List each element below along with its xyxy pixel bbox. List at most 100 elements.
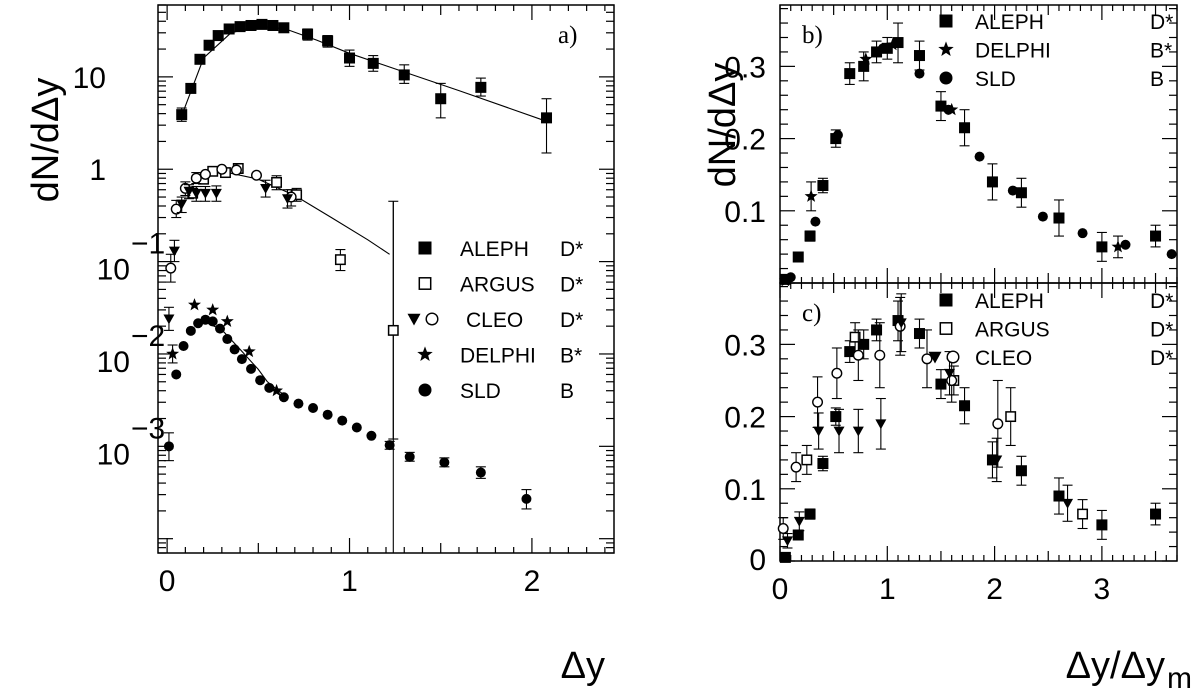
legend-marker xyxy=(946,350,960,364)
data-point xyxy=(398,69,410,81)
y-tick-label: 0.2 xyxy=(724,402,766,435)
x-tick-label: 0 xyxy=(772,573,789,606)
data-point xyxy=(185,82,197,94)
data-point xyxy=(1053,490,1065,502)
legend-label: DELPHI xyxy=(975,40,1051,63)
data-point xyxy=(256,18,268,30)
data-point xyxy=(785,272,796,283)
series-circle-filled xyxy=(785,43,1177,283)
y-tick-label: 0.3 xyxy=(724,329,766,362)
data-point xyxy=(282,194,294,205)
data-point xyxy=(778,274,792,287)
data-point xyxy=(935,378,947,390)
x-axis-title-subscript: m xyxy=(1167,662,1191,694)
series-square-filled xyxy=(779,300,1162,563)
y-axis-title: dN/dΔy xyxy=(25,78,67,203)
legend-particle: D* xyxy=(1150,11,1173,34)
data-point xyxy=(206,303,220,316)
axis-ticks xyxy=(779,5,1178,284)
series-square-filled xyxy=(176,18,553,154)
x-tick-label: 0 xyxy=(159,565,176,598)
data-point xyxy=(302,28,314,40)
x-tick-label: 2 xyxy=(524,565,541,598)
data-point xyxy=(168,246,180,257)
legend: ALEPH D* ARGUS D* CLEO D* xyxy=(928,290,1173,370)
data-point xyxy=(793,516,805,527)
data-point xyxy=(216,163,228,175)
legend-marker xyxy=(407,313,421,326)
x-tick-label: 1 xyxy=(879,573,896,606)
legend-marker xyxy=(938,41,954,56)
data-point xyxy=(344,52,356,64)
data-point xyxy=(322,35,334,47)
data-point xyxy=(475,81,487,93)
data-point xyxy=(833,426,845,437)
data-point xyxy=(264,382,275,393)
series-circle-filled xyxy=(163,314,532,510)
data-point xyxy=(844,68,856,80)
data-point xyxy=(163,441,174,452)
data-point xyxy=(176,199,188,210)
data-point xyxy=(245,19,257,31)
data-point xyxy=(404,451,415,462)
data-point xyxy=(278,22,290,34)
y-tick-label: 10 xyxy=(97,346,130,379)
data-point xyxy=(974,151,985,162)
data-point xyxy=(190,172,202,184)
y-axis-title: dN/dΔy xyxy=(702,63,744,188)
legend-label: SLD xyxy=(975,68,1016,91)
data-point xyxy=(1111,240,1125,253)
data-point xyxy=(267,19,279,31)
data-point xyxy=(852,426,864,437)
legend: ALEPH D* ARGUS D* CLEO D* DELPHI B* SLD B xyxy=(407,238,583,403)
data-point xyxy=(810,216,821,227)
data-point xyxy=(831,367,843,379)
data-point xyxy=(859,52,873,65)
data-point xyxy=(222,334,233,345)
x-axis-title: Δy/Δy xyxy=(1066,645,1165,687)
data-point xyxy=(521,493,532,504)
y-tick-exponent: −3 xyxy=(131,412,165,445)
data-point xyxy=(804,230,816,242)
series-star xyxy=(166,298,283,397)
data-point xyxy=(384,440,395,451)
legend-label: CLEO xyxy=(975,347,1032,370)
data-point xyxy=(170,203,182,215)
y-tick-label: 0.1 xyxy=(724,474,766,507)
legend-label: ALEPH xyxy=(975,290,1044,313)
data-point xyxy=(986,454,998,466)
data-point xyxy=(871,46,883,58)
data-point xyxy=(387,324,399,336)
data-point xyxy=(337,415,348,426)
data-point xyxy=(892,37,904,49)
data-point xyxy=(913,50,925,62)
data-point xyxy=(1150,508,1162,520)
data-point xyxy=(178,340,189,351)
data-point xyxy=(250,169,262,181)
plot-frame xyxy=(157,4,615,554)
data-point xyxy=(1096,519,1108,531)
data-point xyxy=(946,374,958,386)
data-point xyxy=(322,409,333,420)
series-square-open xyxy=(187,162,399,440)
x-tick-label: 3 xyxy=(1094,573,1111,606)
legend-marker xyxy=(939,293,953,307)
data-point xyxy=(849,331,861,343)
y-tick-label: 0 xyxy=(749,544,766,577)
data-point xyxy=(278,392,289,403)
data-point xyxy=(439,457,450,468)
legend-marker xyxy=(939,322,953,335)
legend-particle: D* xyxy=(560,274,583,297)
data-point xyxy=(792,529,804,541)
data-point xyxy=(944,368,956,379)
data-point xyxy=(163,314,175,325)
data-point xyxy=(236,354,247,365)
legend-marker xyxy=(418,241,432,255)
legend-label: CLEO xyxy=(466,309,523,332)
data-point xyxy=(1015,187,1027,199)
legend: ALEPH D* DELPHI B* SLD B xyxy=(938,11,1173,91)
data-point xyxy=(188,298,201,311)
x-tick-label: 1 xyxy=(341,565,358,598)
data-point xyxy=(334,254,346,266)
